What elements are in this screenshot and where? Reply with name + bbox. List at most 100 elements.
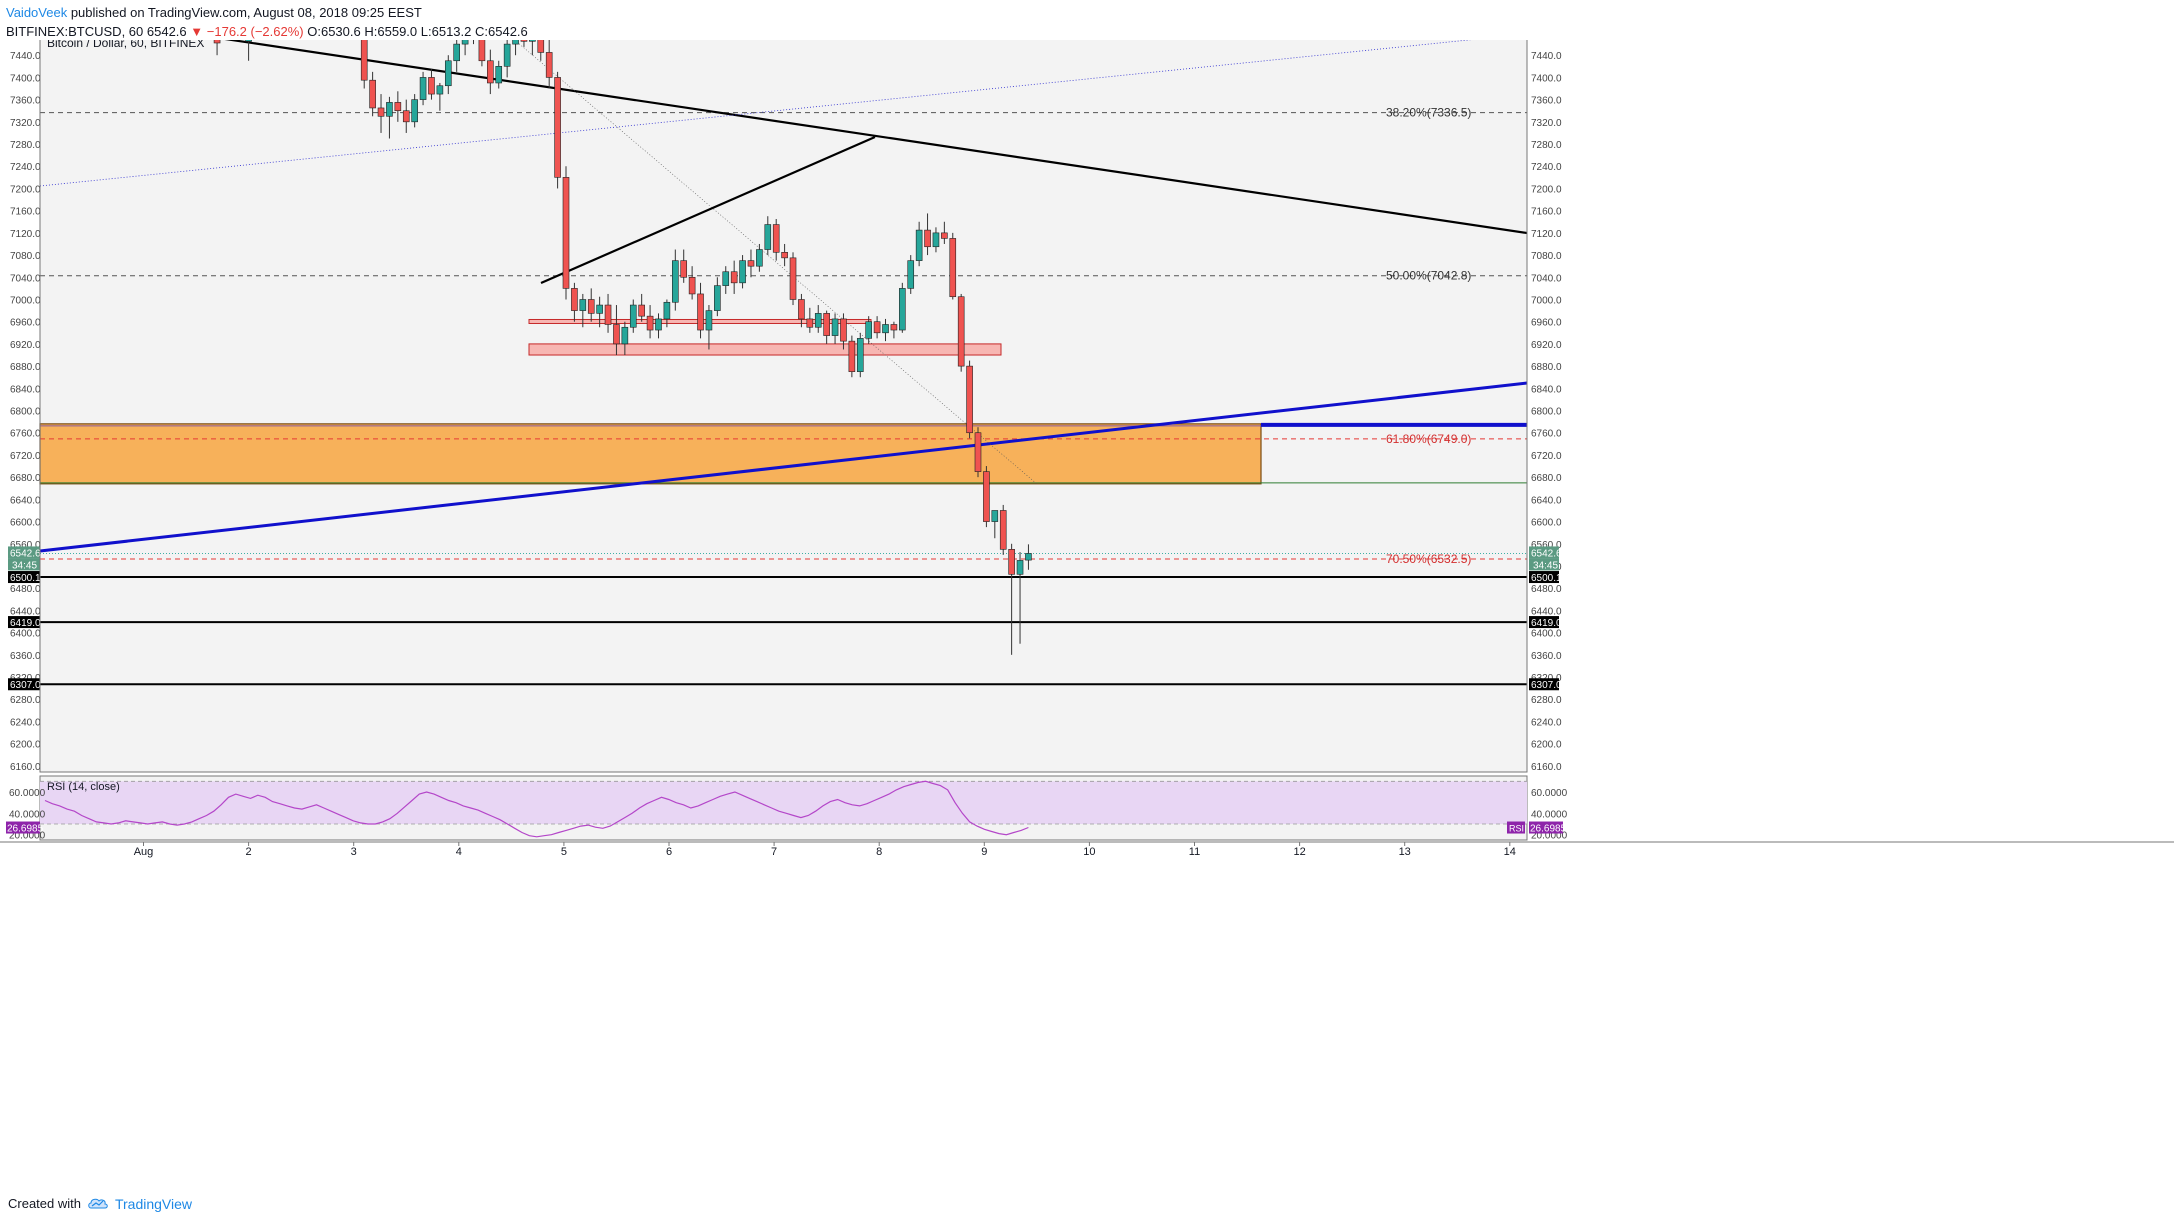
y-tick-label-right: 7400.0 [1531, 73, 1562, 84]
candle-body [781, 252, 788, 259]
candle-body [587, 299, 595, 314]
candle-body [1008, 549, 1015, 575]
tradingview-brand[interactable]: TradingView [114, 1196, 193, 1212]
y-tick-label-right: 6880.0 [1531, 362, 1562, 373]
candle-body [983, 471, 990, 522]
y-tick-label-left: 6720.0 [10, 451, 41, 462]
candle-body [663, 301, 671, 320]
x-tick-label: 7 [771, 846, 777, 858]
candle-body [756, 249, 763, 267]
candle-body [529, 32, 536, 42]
y-tick-label-right: 7320.0 [1531, 118, 1562, 129]
y-tick-label-left: 6880.0 [10, 362, 41, 373]
candle-body [823, 313, 830, 336]
tradingview-cloud-icon[interactable] [87, 1197, 109, 1211]
candle-body [722, 271, 730, 286]
y-tick-label-left: 6200.0 [10, 740, 41, 751]
y-tick-label-left: 7200.0 [10, 184, 41, 195]
rsi-value-tag-right-text: 26.6985 [1530, 824, 1567, 835]
candle-body [604, 304, 612, 325]
rising-trendline [540, 135, 876, 285]
y-tick-label-right: 6800.0 [1531, 407, 1562, 418]
publish-header: VaidoVeek published on TradingView.com, … [6, 2, 422, 24]
candle-body [999, 510, 1007, 550]
candle-body [915, 229, 923, 261]
candle-body [949, 238, 957, 298]
x-tick-label: 13 [1399, 846, 1411, 858]
y-tick-label-right: 6480.0 [1531, 584, 1562, 595]
candle-body [924, 229, 931, 248]
current-price-tag-left [8, 546, 40, 559]
rsi-value-tag-right [1529, 821, 1563, 834]
y-tick-label-right: 7040.0 [1531, 273, 1562, 284]
level-tag-right-text: 6307.0 [1531, 680, 1562, 691]
y-tick-label-right: 6400.0 [1531, 629, 1562, 640]
candle-body [520, 29, 528, 42]
y-tick-label-left: 7040.0 [10, 273, 41, 284]
y-tick-label-right: 6720.0 [1531, 451, 1562, 462]
candle-body [1025, 553, 1032, 561]
candle-body [688, 276, 696, 295]
candle-body [411, 99, 418, 123]
candle-body [974, 432, 982, 472]
candle-body [579, 299, 587, 311]
y-tick-label-right: 6240.0 [1531, 717, 1562, 728]
x-tick-label: 14 [1504, 846, 1516, 858]
author-link[interactable]: VaidoVeek [6, 5, 68, 20]
rsi-band [40, 781, 1527, 824]
candle-body [453, 43, 460, 62]
candle-body [478, 38, 486, 62]
candle-body [772, 224, 780, 253]
candle-body [932, 232, 940, 248]
current-price-tag-left-text: 6542.6 [10, 548, 41, 559]
level-tag-left-text: 6307.0 [10, 680, 41, 691]
y-tick-label-right: 7360.0 [1531, 96, 1562, 107]
candle-body [739, 260, 746, 284]
publish-meta: published on TradingView.com, August 08,… [70, 5, 422, 20]
x-tick-label: 4 [456, 846, 462, 858]
rsi-y-tick-left: 20.0000 [9, 831, 46, 842]
y-tick-label-left: 6280.0 [10, 695, 41, 706]
fib-level-label: 38.20%(7336.5) [1386, 106, 1471, 120]
y-tick-label-right: 7240.0 [1531, 162, 1562, 173]
rsi-y-tick-right: 40.0000 [1531, 809, 1568, 820]
y-tick-label-left: 7440.0 [10, 51, 41, 62]
candle-body [789, 257, 797, 300]
candle-body [245, 29, 252, 42]
y-tick-label-left: 6760.0 [10, 429, 41, 440]
descending-trendline [184, 31, 1528, 235]
y-tick-label-left: 6480.0 [10, 584, 41, 595]
chart-area[interactable]: 7480.07480.07440.07440.07400.07400.07360… [0, 21, 2174, 1187]
chart-svg[interactable]: 7480.07480.07440.07440.07400.07400.07360… [0, 21, 2174, 1187]
y-tick-label-left: 6360.0 [10, 651, 41, 662]
fib-level-label: 70.50%(6532.5) [1386, 552, 1471, 566]
candle-body [613, 324, 620, 345]
y-tick-label-right: 6360.0 [1531, 651, 1562, 662]
level-tag-left-text: 6500.1 [10, 573, 41, 584]
candle-body [1016, 560, 1024, 575]
y-tick-label-right: 6440.0 [1531, 606, 1562, 617]
y-tick-label-right: 7200.0 [1531, 184, 1562, 195]
candle-body [428, 77, 435, 95]
y-tick-label-left: 6800.0 [10, 407, 41, 418]
level-tag-right [1529, 678, 1559, 691]
dotted-channel-line [39, 33, 1528, 187]
rsi-value-tag-left-text: 26.6985 [7, 824, 44, 835]
candle-body [697, 293, 704, 331]
price-change: −176.2 (−2.62%) [206, 24, 304, 39]
candle-body [394, 102, 402, 112]
y-tick-label-left: 6840.0 [10, 384, 41, 395]
y-tick-label-left: 6160.0 [10, 762, 41, 773]
footer: Created with TradingView [8, 1192, 192, 1216]
supply-zone-box [39, 423, 1262, 485]
candle-body [444, 60, 452, 87]
y-tick-label-right: 6200.0 [1531, 740, 1562, 751]
candle-body [840, 318, 847, 342]
rsi-axis-tag-text: RSI [1509, 824, 1524, 834]
low-value: L:6513.2 [420, 24, 472, 39]
y-tick-label-right: 7160.0 [1531, 207, 1562, 218]
support-zone-lower [528, 343, 1002, 356]
rsi-line [44, 780, 1029, 838]
candle-body [672, 260, 679, 303]
candle-body [957, 296, 965, 367]
